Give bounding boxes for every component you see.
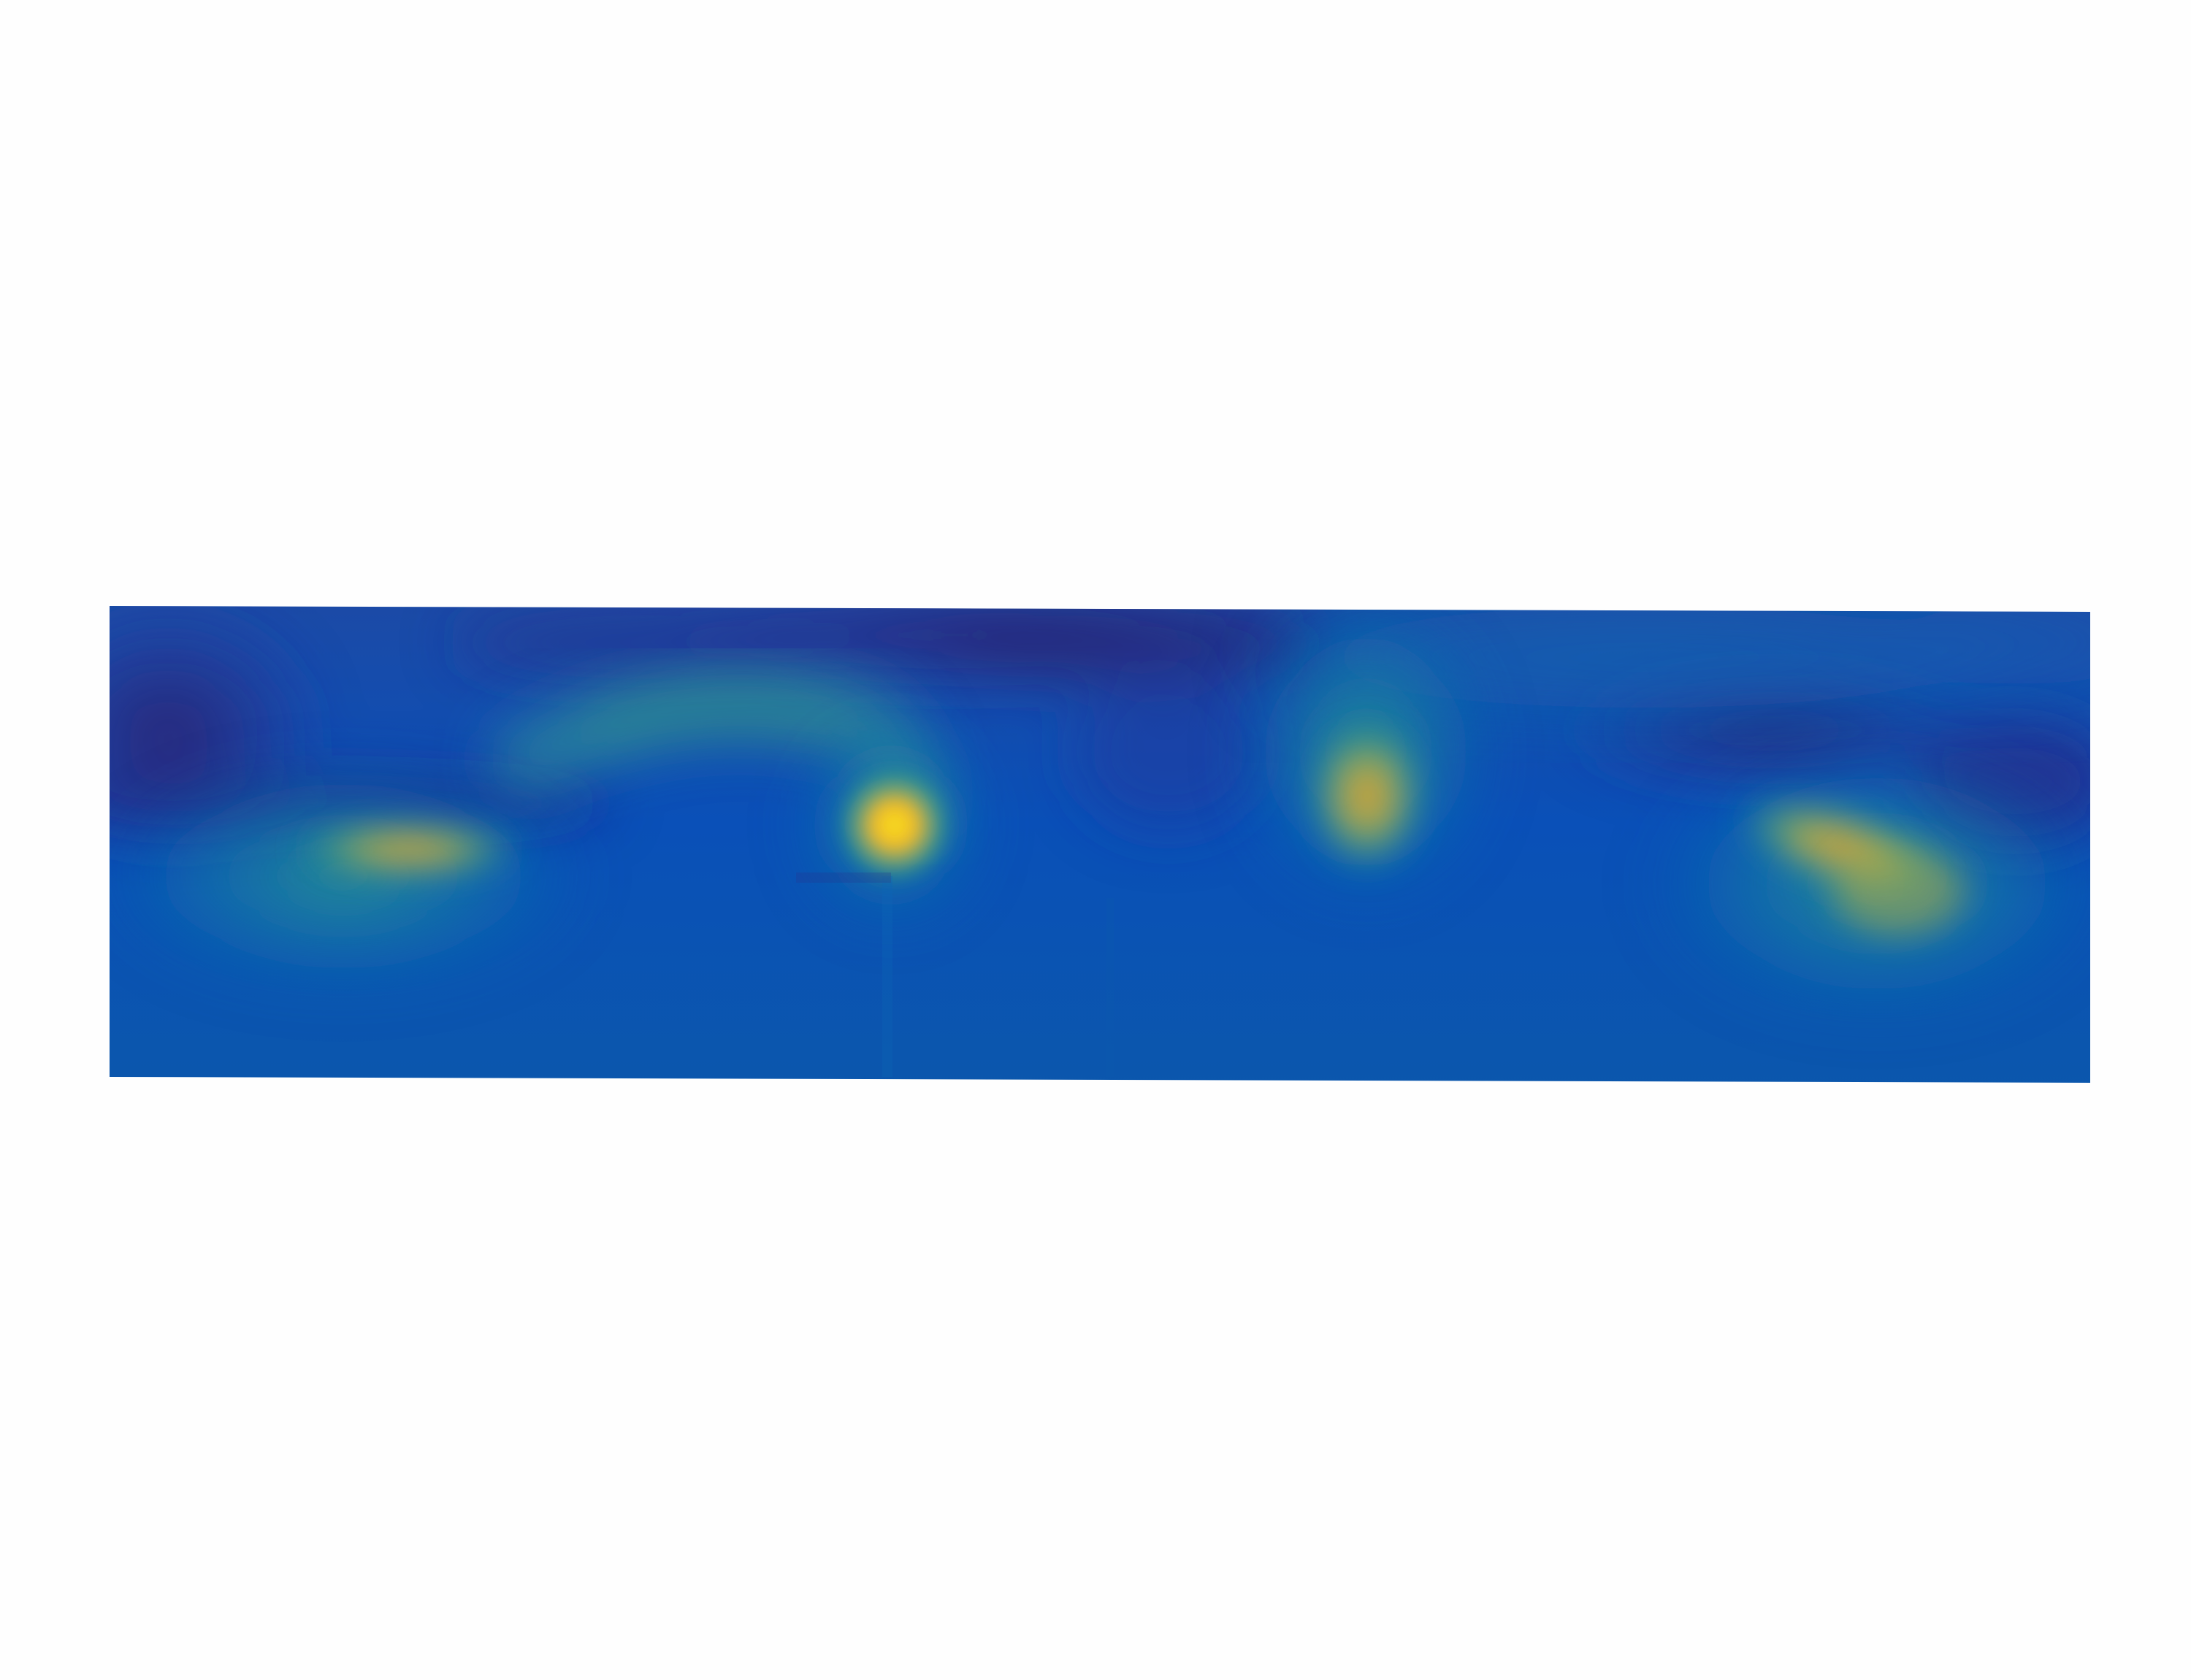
hotspot-left: [292, 820, 526, 878]
hotspot-center-right: [1309, 719, 1426, 872]
field-plot: [110, 606, 2090, 1083]
hotspot-center-left: [833, 763, 957, 887]
hotspots: [292, 719, 1965, 935]
seams: [796, 872, 1114, 1077]
halos: [110, 606, 2090, 1022]
